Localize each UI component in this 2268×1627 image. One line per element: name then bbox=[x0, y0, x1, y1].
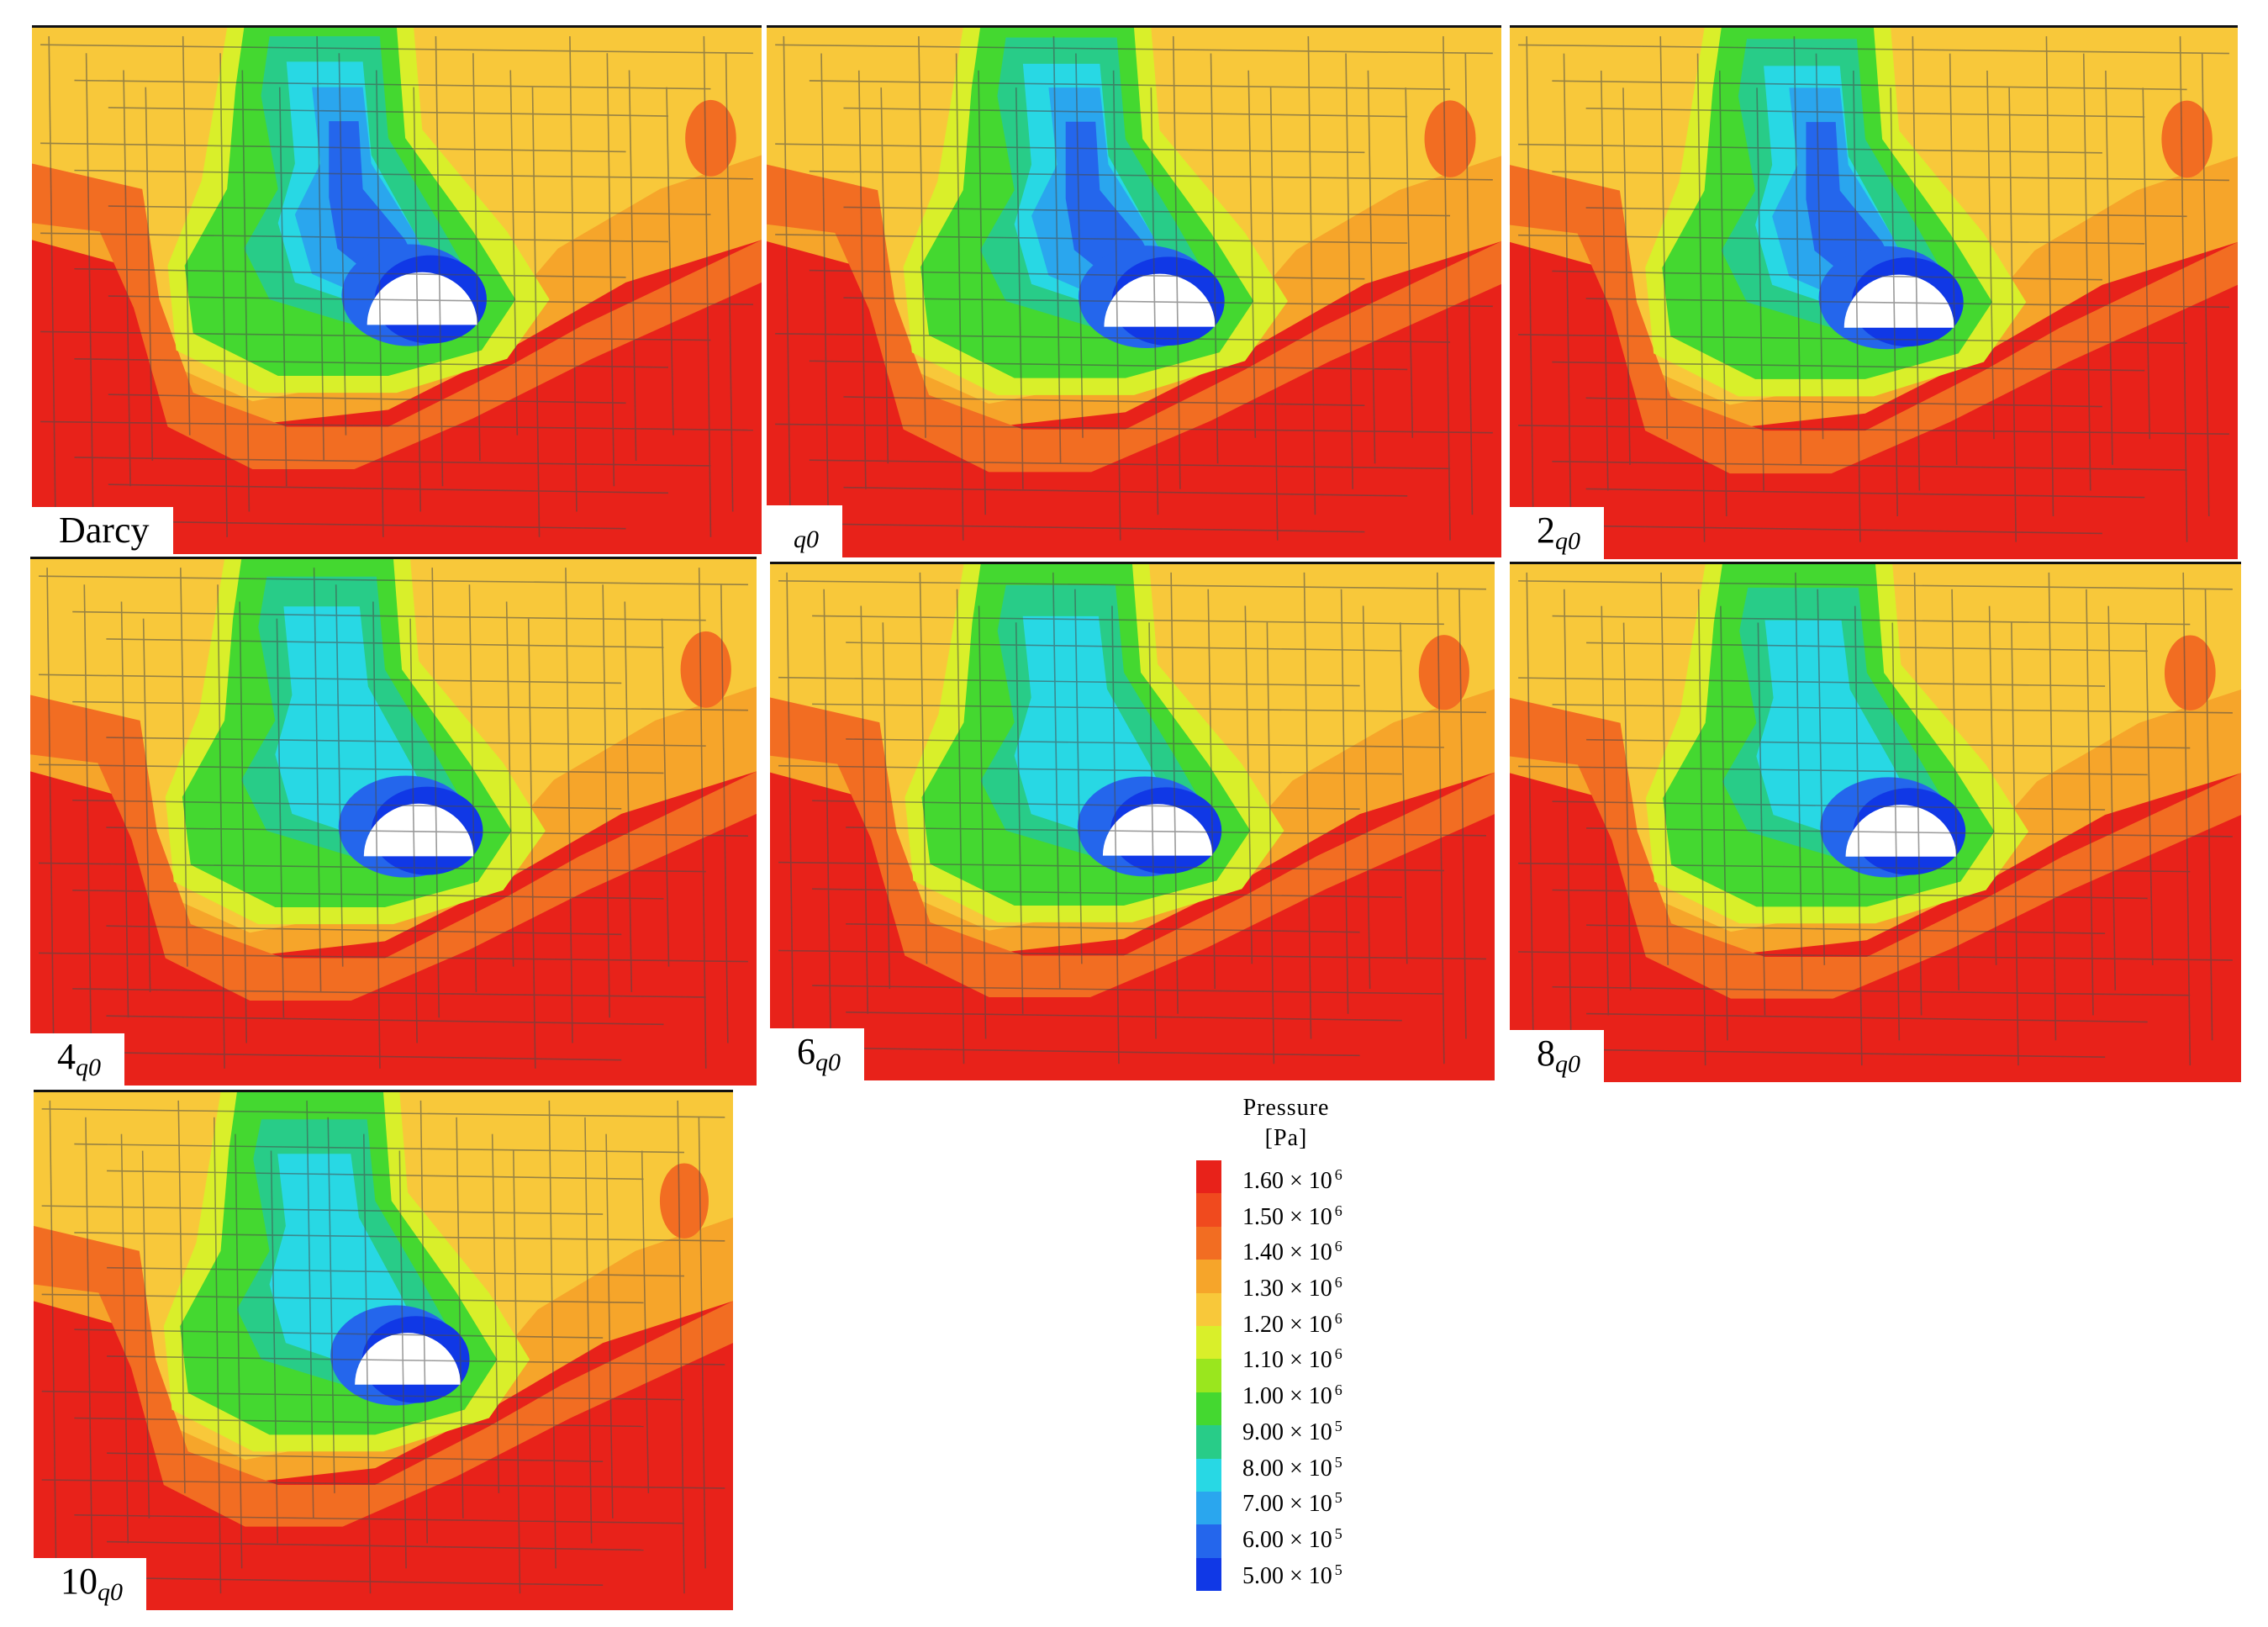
fracture-network bbox=[41, 1100, 725, 1594]
tunnel-cavity bbox=[1845, 805, 1957, 857]
legend-tick-label: 1.20 × 10 6 bbox=[1242, 1309, 1342, 1338]
contour-band bbox=[2161, 100, 2213, 178]
contour-band bbox=[32, 163, 762, 470]
legend-swatch bbox=[1196, 1425, 1221, 1459]
panel-label-darcy: Darcy bbox=[32, 507, 173, 554]
contour-band bbox=[1418, 635, 1469, 710]
legend-tick-label: 1.60 × 10 6 bbox=[1242, 1166, 1342, 1194]
fracture-network bbox=[39, 568, 748, 1069]
contour-band bbox=[767, 164, 1501, 473]
contour-panel-8q0: 8q0 bbox=[1510, 562, 2241, 1082]
pressure-contour-map bbox=[32, 28, 762, 554]
fracture-network bbox=[1518, 572, 2233, 1066]
legend-title: Pressure bbox=[1242, 1095, 1330, 1121]
legend-tick-label: 1.00 × 10 6 bbox=[1242, 1381, 1342, 1410]
fracture-network bbox=[40, 36, 753, 537]
fracture-network bbox=[778, 572, 1486, 1064]
panel-label-q0: q0 bbox=[767, 505, 842, 557]
pressure-contour-map bbox=[30, 559, 757, 1086]
legend-swatch bbox=[1196, 1160, 1221, 1194]
panel-label-6q0: 6q0 bbox=[770, 1028, 864, 1080]
pressure-contour-map bbox=[767, 28, 1501, 557]
pressure-contour-map bbox=[1510, 564, 2241, 1082]
tunnel-cavity bbox=[367, 272, 477, 325]
fracture-network bbox=[775, 36, 1493, 541]
contour-band bbox=[659, 1163, 709, 1239]
legend-swatch bbox=[1196, 1392, 1221, 1426]
legend-tick-label: 1.10 × 10 6 bbox=[1242, 1345, 1342, 1374]
tunnel-cavity bbox=[363, 803, 474, 857]
panel-label-10q0: 10q0 bbox=[34, 1558, 146, 1610]
legend-tick-labels: 1.60 × 10 6 1.50 × 10 6 1.40 × 10 6 1.30 × 10 6… bbox=[1242, 1162, 1342, 1593]
contour-panel-2q0: 2q0 bbox=[1510, 25, 2238, 559]
contour-band bbox=[30, 695, 757, 1001]
legend-swatch bbox=[1196, 1260, 1221, 1293]
panel-label-2q0: 2q0 bbox=[1510, 507, 1604, 559]
legend-units: [Pa] bbox=[1264, 1125, 1308, 1151]
contour-panel-q0: q0 bbox=[767, 25, 1501, 557]
contour-band bbox=[1510, 165, 2238, 474]
legend-swatch bbox=[1196, 1458, 1221, 1492]
pressure-legend: Pressure [Pa] 1.60 × 10 6 1.50 × 10 6 1.40 ×… bbox=[1177, 1093, 1429, 1598]
legend-swatch bbox=[1196, 1359, 1221, 1392]
legend-tick-label: 6.00 × 10 5 bbox=[1242, 1524, 1342, 1553]
fracture-network bbox=[1518, 36, 2229, 542]
legend-tick-label: 1.50 × 10 6 bbox=[1242, 1202, 1342, 1230]
contour-band bbox=[34, 1225, 733, 1527]
legend-swatch bbox=[1196, 1325, 1221, 1360]
panel-label-4q0: 4q0 bbox=[30, 1033, 124, 1086]
contour-band bbox=[680, 631, 731, 708]
contour-band bbox=[1424, 100, 1476, 177]
legend-tick-label: 8.00 × 10 5 bbox=[1242, 1453, 1342, 1482]
pressure-contour-map bbox=[770, 564, 1495, 1080]
legend-swatch bbox=[1196, 1193, 1221, 1227]
contour-band bbox=[1510, 697, 2241, 999]
contour-panel-10q0: 10q0 bbox=[34, 1090, 733, 1610]
panel-label-8q0: 8q0 bbox=[1510, 1030, 1604, 1082]
contour-panel-4q0: 4q0 bbox=[30, 557, 757, 1086]
tunnel-cavity bbox=[1104, 273, 1216, 327]
legend-swatch bbox=[1196, 1292, 1221, 1326]
contour-band bbox=[2164, 635, 2216, 710]
contour-band bbox=[685, 99, 736, 177]
legend-tick-label: 5.00 × 10 5 bbox=[1242, 1561, 1342, 1589]
contour-panel-darcy: Darcy bbox=[32, 25, 762, 554]
pressure-contour-map bbox=[1510, 28, 2238, 559]
legend-color-bar bbox=[1196, 1160, 1221, 1592]
pressure-contour-map bbox=[34, 1092, 733, 1610]
legend-swatch bbox=[1196, 1491, 1221, 1525]
legend-tick-label: 1.40 × 10 6 bbox=[1242, 1238, 1342, 1266]
legend-swatch bbox=[1196, 1557, 1221, 1592]
tunnel-cavity bbox=[355, 1333, 461, 1385]
legend-tick-label: 1.30 × 10 6 bbox=[1242, 1274, 1342, 1302]
legend-tick-label: 9.00 × 10 5 bbox=[1242, 1417, 1342, 1445]
legend-swatch bbox=[1196, 1226, 1221, 1260]
tunnel-cavity bbox=[1102, 804, 1213, 856]
legend-tick-label: 7.00 × 10 5 bbox=[1242, 1489, 1342, 1518]
contour-band bbox=[770, 697, 1495, 997]
legend-swatch bbox=[1196, 1524, 1221, 1558]
contour-panel-6q0: 6q0 bbox=[770, 562, 1495, 1080]
tunnel-cavity bbox=[1843, 274, 1954, 328]
